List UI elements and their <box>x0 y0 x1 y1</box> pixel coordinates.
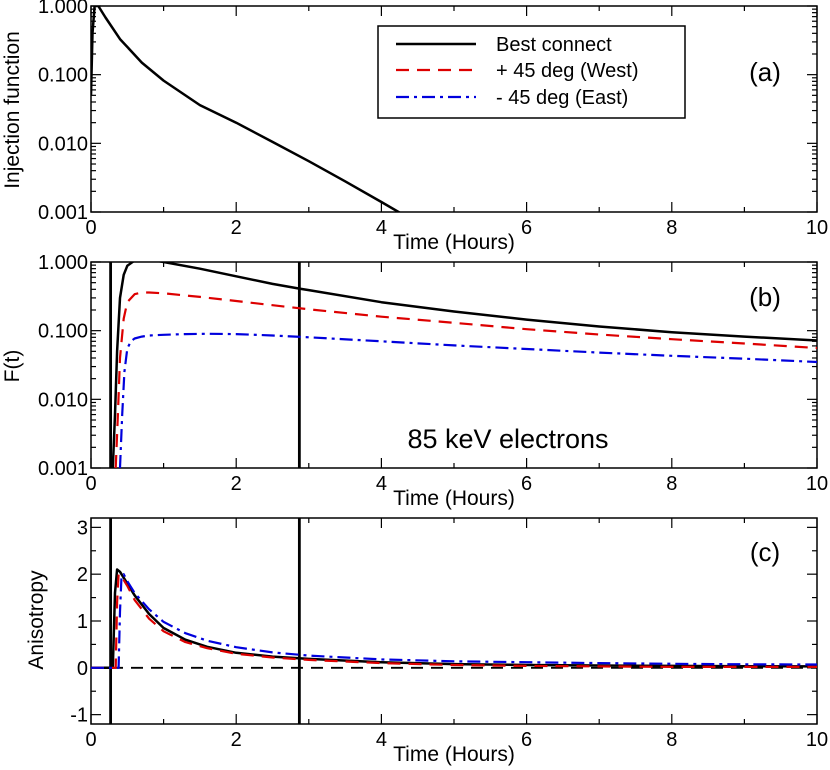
x-tick-label: 4 <box>376 473 387 495</box>
x-tick-label: 0 <box>85 729 96 751</box>
y-tick-label: 0 <box>77 658 88 680</box>
series-line-best-connect <box>91 6 401 212</box>
y-tick-label: 0.001 <box>38 458 88 480</box>
y-tick-label: 0.100 <box>38 321 88 343</box>
x-tick-label: 8 <box>666 729 677 751</box>
y-tick-label: 0.001 <box>38 202 88 224</box>
y-tick-label: 0.010 <box>38 133 88 155</box>
vlines-b <box>109 262 301 468</box>
series-line-45-deg-east <box>91 573 817 669</box>
x-tick-label: 8 <box>666 473 677 495</box>
series-c <box>91 568 817 670</box>
x-tick-label: 0 <box>85 217 96 239</box>
y-axis-label-b: F(t) <box>1 350 24 383</box>
annotation-energy: 85 keV electrons <box>407 424 608 454</box>
x-tick-label: 6 <box>521 217 532 239</box>
x-tick-label: 8 <box>666 217 677 239</box>
x-tick-label: 4 <box>376 729 387 751</box>
panel-a: 0 2 4 6 8 10 0.001 0.010 0.100 1.000 Time (Hours)… <box>1 0 828 254</box>
x-tick-label: 10 <box>806 473 828 495</box>
x-tick-label: 10 <box>806 217 828 239</box>
series-a <box>91 6 401 212</box>
ticks-a: 0 2 4 6 8 10 0.001 0.010 0.100 1.000 <box>38 0 828 239</box>
x-axis-label-a: Time (Hours) <box>393 231 515 254</box>
series-line-best-connect <box>91 568 817 670</box>
legend-label-east: - 45 deg (East) <box>496 87 628 109</box>
x-tick-label: 4 <box>376 217 387 239</box>
x-tick-label: 6 <box>521 729 532 751</box>
x-tick-label: 2 <box>231 729 242 751</box>
y-tick-label: 0.010 <box>38 389 88 411</box>
legend-box <box>377 25 686 119</box>
x-tick-label: 2 <box>231 473 242 495</box>
series-line-best-connect <box>111 262 817 468</box>
y-tick-label: 1.000 <box>38 252 88 274</box>
ticks-b: 0 2 4 6 8 10 0.001 0.010 0.100 1.000 <box>38 252 828 495</box>
y-axis-label-a: Injection function <box>1 31 24 189</box>
legend-label-west: + 45 deg (West) <box>496 60 638 82</box>
x-axis-label-b: Time (Hours) <box>393 487 515 510</box>
x-tick-label: 10 <box>806 729 828 751</box>
y-tick-label: 1.000 <box>38 0 88 18</box>
x-tick-label: 6 <box>521 473 532 495</box>
y-tick-label: 3 <box>77 517 88 539</box>
x-tick-label: 2 <box>231 217 242 239</box>
panel-label-b: (b) <box>749 282 781 312</box>
x-axis-label-c: Time (Hours) <box>393 743 515 766</box>
series-b <box>111 262 817 468</box>
y-tick-label: 0.100 <box>38 65 88 87</box>
series-line-45-deg-west <box>114 291 817 468</box>
vlines-c <box>109 518 301 724</box>
panel-label-a: (a) <box>749 57 781 87</box>
series-line-45-deg-east <box>118 332 817 468</box>
panel-label-c: (c) <box>750 537 780 567</box>
y-axis-label-c: Anisotropy <box>25 570 48 670</box>
series-line-45-deg-west <box>91 573 817 669</box>
y-tick-label: 2 <box>77 564 88 586</box>
panel-b: 0 2 4 6 8 10 0.001 0.010 0.100 1.000 Time (Hours)… <box>1 252 828 510</box>
x-tick-label: 0 <box>85 473 96 495</box>
y-tick-label: -1 <box>70 705 88 727</box>
legend: Best connect + 45 deg (West) - 45 deg (E… <box>377 25 686 119</box>
legend-label-best-connect: Best connect <box>496 34 612 56</box>
y-tick-label: 1 <box>77 611 88 633</box>
